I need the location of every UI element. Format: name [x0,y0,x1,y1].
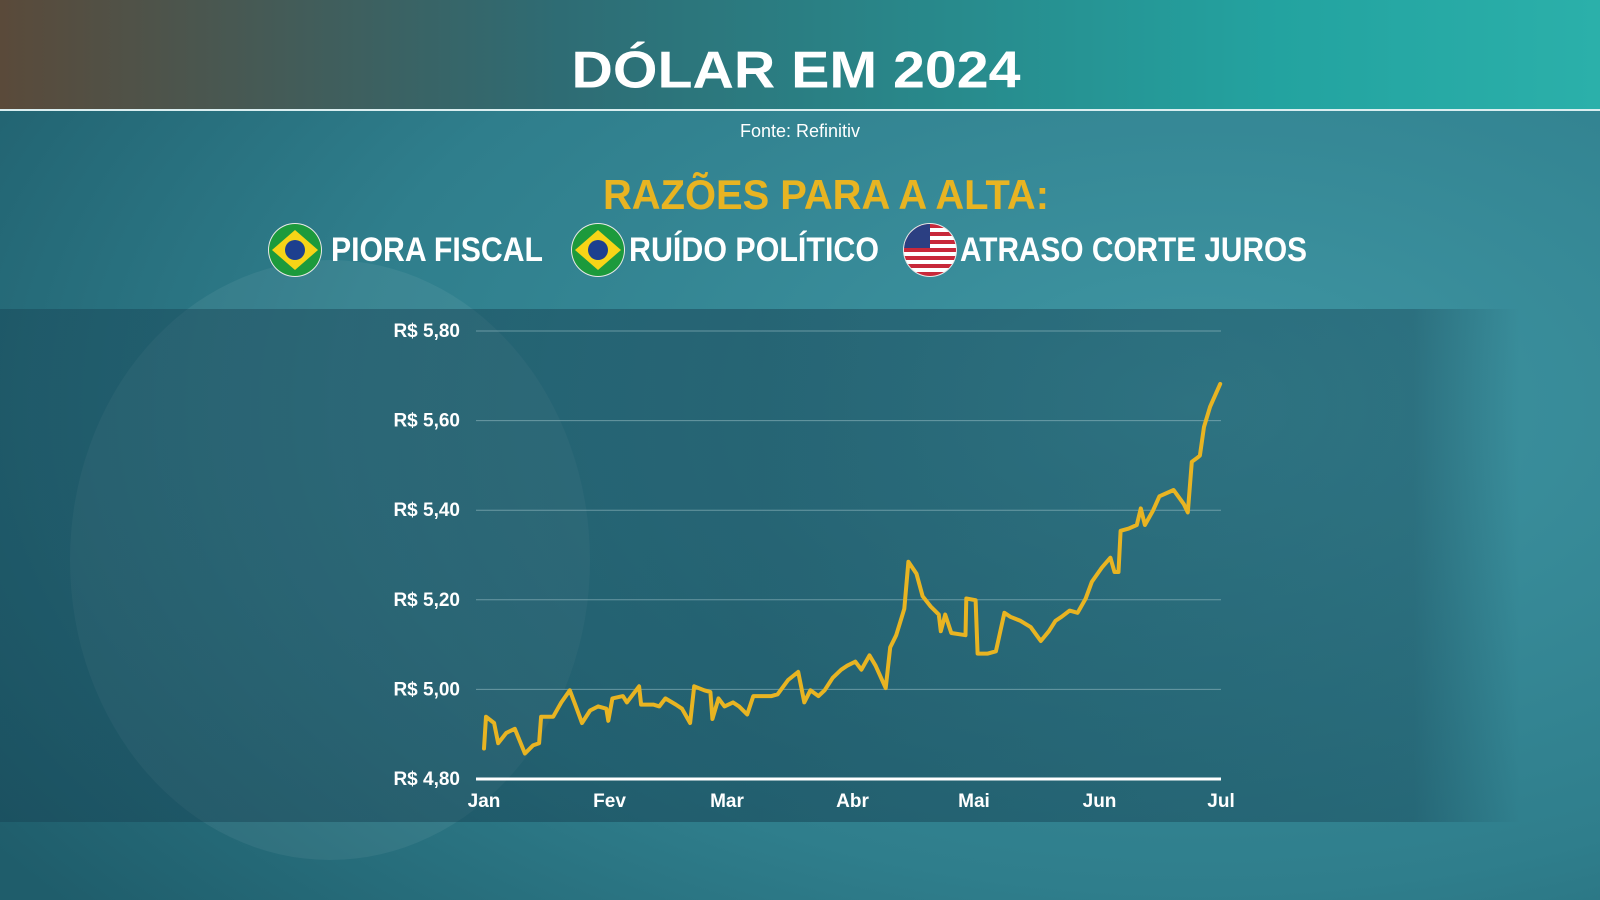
flag-usa [903,223,957,277]
subtitle: Fonte: Refinitiv [740,121,860,141]
flag-brazil [571,223,625,277]
x-tick-label: Jan [468,791,501,812]
y-tick-label: R$ 5,80 [393,321,460,342]
y-tick-label: R$ 5,60 [393,411,460,432]
annotation: RAZÕES PARA A ALTA: [603,170,1049,218]
y-tick-label: R$ 5,00 [393,679,460,700]
x-tick-label: Mar [710,791,744,812]
reason: ATRASO CORTE JUROS [960,231,1307,269]
chart-title: DÓLAR EM 2024 [572,42,1021,100]
y-tick-label: R$ 4,80 [393,769,460,790]
price-line [482,381,1223,756]
flag-brazil [268,223,322,277]
x-tick-label: Mai [958,791,990,812]
x-tick-label: Fev [593,791,626,812]
reason: RUÍDO POLÍTICO [629,231,879,269]
x-tick-label: Abr [836,791,869,812]
x-tick-label: Jun [1083,791,1117,812]
chart-panel [0,309,1520,822]
header-band [0,0,1600,110]
reason: PIORA FISCAL [331,231,543,269]
y-tick-label: R$ 5,20 [393,590,460,611]
y-tick-label: R$ 5,40 [393,500,460,521]
x-tick-label: Jul [1207,791,1234,812]
